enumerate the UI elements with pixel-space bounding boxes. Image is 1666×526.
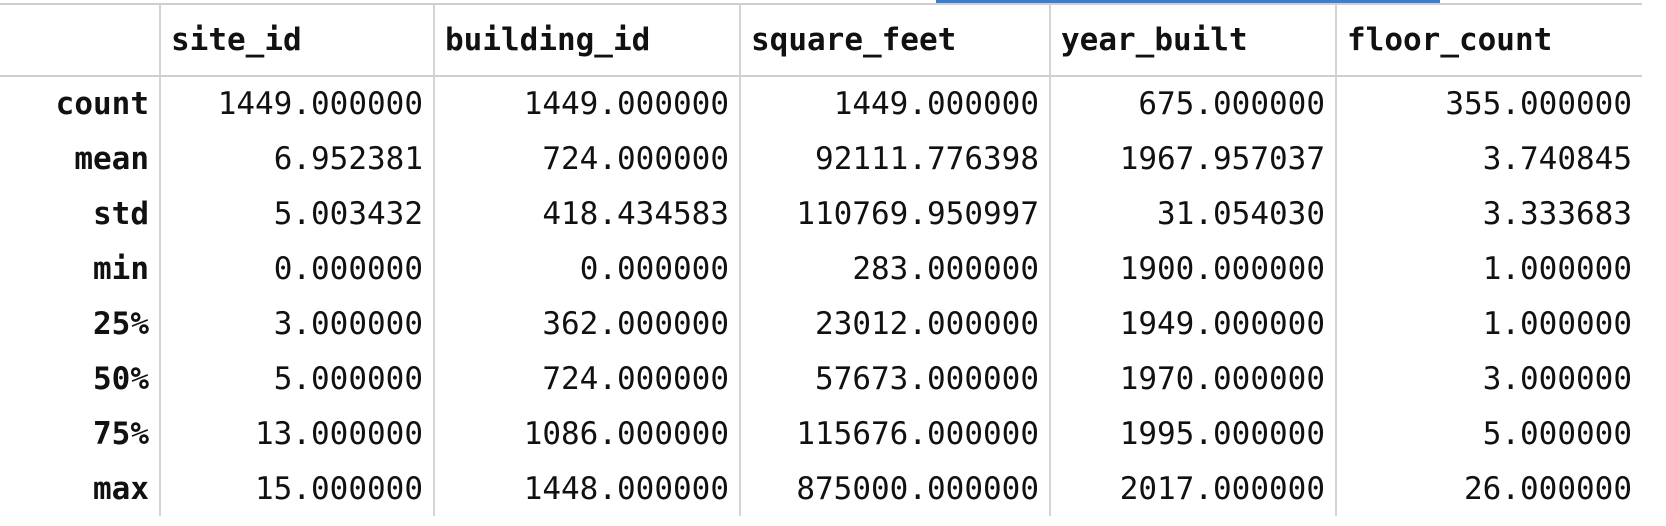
row-label: max [93, 470, 149, 507]
table-cell[interactable]: 1449.000000 [433, 76, 740, 131]
table-cell[interactable]: 1.000000 [1335, 241, 1642, 296]
table-cell[interactable]: 110769.950997 [739, 186, 1050, 241]
row-label: std [93, 195, 149, 232]
table-cell[interactable]: 1449.000000 [159, 76, 434, 131]
table-cell[interactable]: 3.333683 [1335, 186, 1642, 241]
row-label: 75% [93, 415, 149, 452]
column-header-site-id[interactable]: site_id [159, 3, 434, 77]
table-row: mean 6.952381 724.000000 92111.776398 19… [0, 131, 1642, 186]
table-row: count 1449.000000 1449.000000 1449.00000… [0, 76, 1642, 131]
table-cell[interactable]: 5.000000 [1335, 406, 1642, 461]
row-label: count [55, 86, 149, 122]
row-label: 25% [93, 305, 149, 342]
column-header-year-built[interactable]: year_built [1049, 3, 1336, 77]
table-cell[interactable]: 1.000000 [1335, 296, 1642, 351]
table-cell[interactable]: 1900.000000 [1049, 241, 1336, 296]
table-row: std 5.003432 418.434583 110769.950997 31… [0, 186, 1642, 241]
table-row: 25% 3.000000 362.000000 23012.000000 194… [0, 296, 1642, 351]
row-label: 50% [93, 360, 149, 397]
table-row: 75% 13.000000 1086.000000 115676.000000 … [0, 406, 1642, 461]
table-cell[interactable]: 6.952381 [159, 131, 434, 186]
table-cell[interactable]: 23012.000000 [739, 296, 1050, 351]
column-selection-indicator [936, 0, 1440, 4]
table-row: min 0.000000 0.000000 283.000000 1900.00… [0, 241, 1642, 296]
table-cell[interactable]: 362.000000 [433, 296, 740, 351]
table-cell[interactable]: 1995.000000 [1049, 406, 1336, 461]
table-cell[interactable]: 92111.776398 [739, 131, 1050, 186]
table-row: 50% 5.000000 724.000000 57673.000000 197… [0, 351, 1642, 406]
table-cell[interactable]: 675.000000 [1049, 76, 1336, 131]
table-cell[interactable]: 355.000000 [1335, 76, 1642, 131]
table-cell[interactable]: 724.000000 [433, 351, 740, 406]
table-cell[interactable]: 3.740845 [1335, 131, 1642, 186]
row-label: min [93, 250, 149, 287]
table-cell[interactable]: 3.000000 [159, 296, 434, 351]
table-cell[interactable]: 875000.000000 [739, 461, 1050, 516]
table-cell[interactable]: 57673.000000 [739, 351, 1050, 406]
describe-table: site_id building_id square_feet year_bui… [0, 3, 1642, 516]
table-cell[interactable]: 15.000000 [159, 461, 434, 516]
table-cell[interactable]: 115676.000000 [739, 406, 1050, 461]
table-cell[interactable]: 5.003432 [159, 186, 434, 241]
table-cell[interactable]: 724.000000 [433, 131, 740, 186]
index-header-corner [0, 3, 160, 77]
table-cell[interactable]: 1448.000000 [433, 461, 740, 516]
table-cell[interactable]: 13.000000 [159, 406, 434, 461]
row-label: mean [74, 140, 149, 177]
table-cell[interactable]: 1449.000000 [739, 76, 1050, 131]
table-cell[interactable]: 1086.000000 [433, 406, 740, 461]
table-cell[interactable]: 283.000000 [739, 241, 1050, 296]
table-cell[interactable]: 0.000000 [159, 241, 434, 296]
table-cell[interactable]: 418.434583 [433, 186, 740, 241]
table-cell[interactable]: 1970.000000 [1049, 351, 1336, 406]
table-cell[interactable]: 2017.000000 [1049, 461, 1336, 516]
column-header-floor-count[interactable]: floor_count [1335, 3, 1642, 77]
table-row: max 15.000000 1448.000000 875000.000000 … [0, 461, 1642, 516]
table-cell[interactable]: 5.000000 [159, 351, 434, 406]
table-cell[interactable]: 0.000000 [433, 241, 740, 296]
header-row: site_id building_id square_feet year_bui… [0, 3, 1642, 77]
column-header-building-id[interactable]: building_id [433, 3, 740, 77]
table-cell[interactable]: 26.000000 [1335, 461, 1642, 516]
table-cell[interactable]: 3.000000 [1335, 351, 1642, 406]
column-header-square-feet[interactable]: square_feet [739, 3, 1050, 77]
table-cell[interactable]: 31.054030 [1049, 186, 1336, 241]
table-cell[interactable]: 1949.000000 [1049, 296, 1336, 351]
table-cell[interactable]: 1967.957037 [1049, 131, 1336, 186]
